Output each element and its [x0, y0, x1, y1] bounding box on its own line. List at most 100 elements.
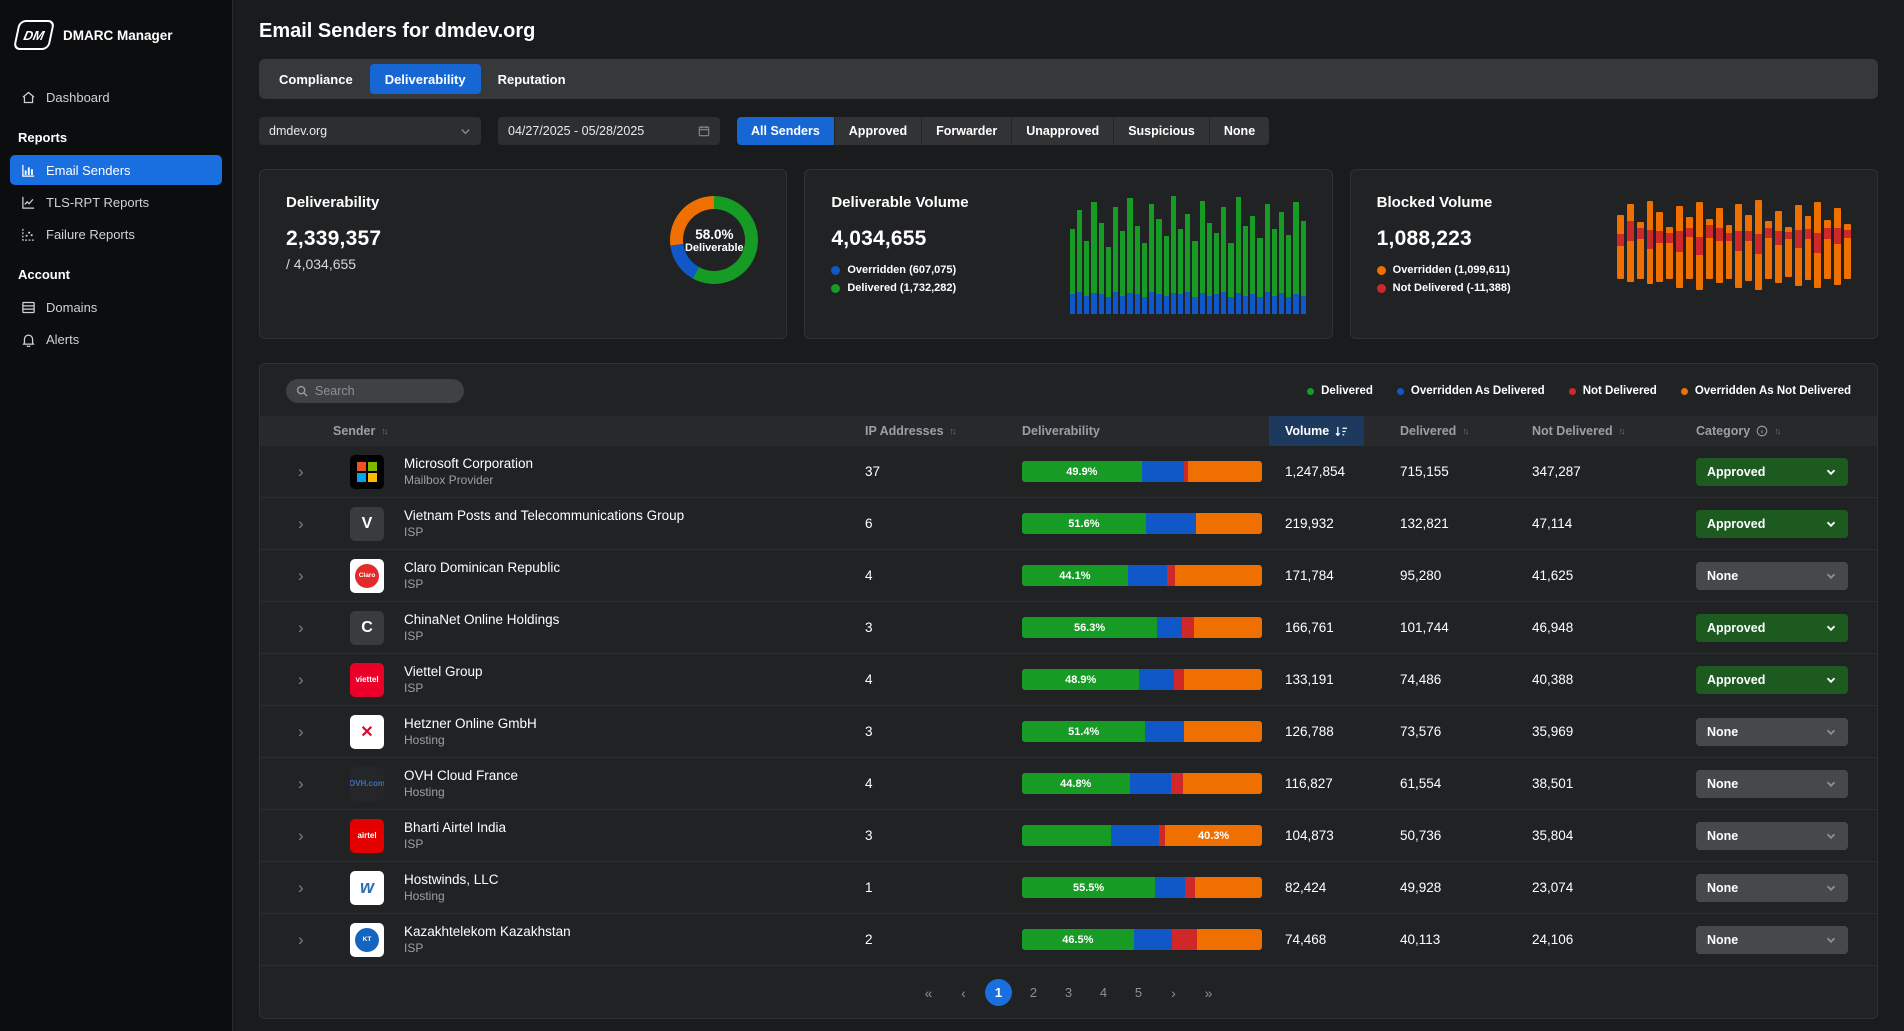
sender-type: ISP: [404, 681, 865, 695]
sender-name: Hostwinds, LLC: [404, 872, 865, 887]
category-dropdown[interactable]: None: [1696, 926, 1848, 954]
search-icon: [296, 385, 308, 397]
category-dropdown[interactable]: None: [1696, 562, 1848, 590]
tab-reputation[interactable]: Reputation: [483, 64, 581, 94]
mini-bar: [1207, 192, 1212, 314]
column-category[interactable]: Category ↑↓: [1696, 416, 1877, 446]
category-dropdown[interactable]: None: [1696, 874, 1848, 902]
search-input[interactable]: [315, 384, 454, 398]
tab-deliverability[interactable]: Deliverability: [370, 64, 481, 94]
sender-name: ChinaNet Online Holdings: [404, 612, 865, 627]
sidebar: DM DMARC Manager DashboardReportsEmail S…: [0, 0, 233, 1031]
sidebar-item-dashboard[interactable]: Dashboard: [10, 82, 222, 112]
expand-row-chevron[interactable]: ›: [298, 514, 304, 533]
pagination-page-2[interactable]: 2: [1020, 979, 1047, 1006]
sender-logo: airtel: [350, 819, 384, 853]
sender-logo: C: [350, 611, 384, 645]
expand-row-chevron[interactable]: ›: [298, 774, 304, 793]
category-dropdown[interactable]: Approved: [1696, 666, 1848, 694]
expand-row-chevron[interactable]: ›: [298, 722, 304, 741]
category-dropdown[interactable]: None: [1696, 718, 1848, 746]
legend-dot: [1307, 388, 1314, 395]
filter-none[interactable]: None: [1210, 117, 1269, 145]
deliverability-percent-label: 55.5%: [1073, 877, 1104, 898]
legend-item: Overridden As Delivered: [1397, 385, 1545, 397]
table-row: › V Vietnam Posts and Telecommunications…: [260, 498, 1877, 550]
pagination-first[interactable]: «: [915, 979, 942, 1006]
legend-dot: [1681, 388, 1688, 395]
sidebar-section-header: Account: [10, 251, 222, 290]
delivered-value: 73,576: [1400, 724, 1532, 739]
expand-row-chevron[interactable]: ›: [298, 670, 304, 689]
sender-type: Hosting: [404, 733, 865, 747]
domain-select-value: dmdev.org: [269, 124, 327, 138]
ip-addresses-value: 3: [865, 828, 1022, 843]
mini-bar: [1113, 192, 1118, 314]
pagination-page-5[interactable]: 5: [1125, 979, 1152, 1006]
deliverability-bar: 46.5%: [1022, 929, 1262, 950]
ip-addresses-value: 1: [865, 880, 1022, 895]
mini-bar: [1647, 196, 1654, 300]
mini-bar: [1250, 192, 1255, 314]
column-deliverability[interactable]: Deliverability: [1022, 416, 1285, 446]
date-range-picker[interactable]: 04/27/2025 - 05/28/2025: [498, 117, 720, 145]
pagination-last[interactable]: »: [1195, 979, 1222, 1006]
column-volume-sorted[interactable]: Volume: [1269, 416, 1364, 446]
filter-approved[interactable]: Approved: [835, 117, 922, 145]
column-ip-addresses[interactable]: IP Addresses↑↓: [865, 416, 1022, 446]
pagination-page-3[interactable]: 3: [1055, 979, 1082, 1006]
category-dropdown[interactable]: Approved: [1696, 458, 1848, 486]
deliverability-card: Deliverability 2,339,357 / 4,034,655 58.…: [259, 169, 787, 339]
sidebar-item-failure-reports[interactable]: Failure Reports: [10, 219, 222, 249]
category-dropdown[interactable]: None: [1696, 822, 1848, 850]
sender-type: ISP: [404, 577, 865, 591]
pagination-page-4[interactable]: 4: [1090, 979, 1117, 1006]
expand-row-chevron[interactable]: ›: [298, 566, 304, 585]
expand-row-chevron[interactable]: ›: [298, 462, 304, 481]
tab-compliance[interactable]: Compliance: [264, 64, 368, 94]
filter-forwarder[interactable]: Forwarder: [922, 117, 1012, 145]
sidebar-item-domains[interactable]: Domains: [10, 292, 222, 322]
domain-select[interactable]: dmdev.org: [259, 117, 481, 145]
column-delivered[interactable]: Delivered↑↓: [1400, 416, 1532, 446]
column-not-delivered[interactable]: Not Delivered↑↓: [1532, 416, 1696, 446]
sender-name: Hetzner Online GmbH: [404, 716, 865, 731]
not-delivered-value: 40,388: [1532, 672, 1696, 687]
legend-label: Delivered (1,732,282): [847, 282, 956, 294]
sort-icon: ↑↓: [950, 426, 955, 436]
expand-row-chevron[interactable]: ›: [298, 618, 304, 637]
search-box[interactable]: [286, 379, 464, 403]
sender-logo: w: [350, 871, 384, 905]
chevron-down-icon: [1825, 882, 1837, 894]
category-dropdown[interactable]: Approved: [1696, 510, 1848, 538]
expand-row-chevron[interactable]: ›: [298, 878, 304, 897]
sender-name: Microsoft Corporation: [404, 456, 865, 471]
sidebar-item-alerts[interactable]: Alerts: [10, 324, 222, 354]
sidebar-item-email-senders[interactable]: Email Senders: [10, 155, 222, 185]
expand-row-chevron[interactable]: ›: [298, 930, 304, 949]
column-sender[interactable]: Sender↑↓: [333, 416, 865, 446]
filter-unapproved[interactable]: Unapproved: [1012, 117, 1114, 145]
chevron-down-icon: [460, 126, 471, 137]
mini-bar: [1279, 192, 1284, 314]
legend-label: Overridden (1,099,611): [1393, 264, 1510, 276]
mini-bar: [1192, 192, 1197, 314]
category-dropdown[interactable]: Approved: [1696, 614, 1848, 642]
deliverability-bar: 44.1%: [1022, 565, 1262, 586]
table-row: › KT Kazakhtelekom Kazakhstan ISP 2 46.5…: [260, 914, 1877, 966]
category-dropdown[interactable]: None: [1696, 770, 1848, 798]
sidebar-item-tls-rpt-reports[interactable]: TLS-RPT Reports: [10, 187, 222, 217]
sender-logo: Claro: [350, 559, 384, 593]
expand-row-chevron[interactable]: ›: [298, 826, 304, 845]
pagination-page-1[interactable]: 1: [985, 979, 1012, 1006]
filter-suspicious[interactable]: Suspicious: [1114, 117, 1210, 145]
category-value: None: [1707, 725, 1738, 739]
tab-bar: ComplianceDeliverabilityReputation: [259, 59, 1878, 99]
pagination-next[interactable]: ›: [1160, 979, 1187, 1006]
sender-type: Hosting: [404, 889, 865, 903]
volume-value: 82,424: [1285, 880, 1400, 895]
not-delivered-value: 47,114: [1532, 516, 1696, 531]
filter-all-senders[interactable]: All Senders: [737, 117, 835, 145]
deliverability-bar: 56.3%: [1022, 617, 1262, 638]
pagination-prev[interactable]: ‹: [950, 979, 977, 1006]
